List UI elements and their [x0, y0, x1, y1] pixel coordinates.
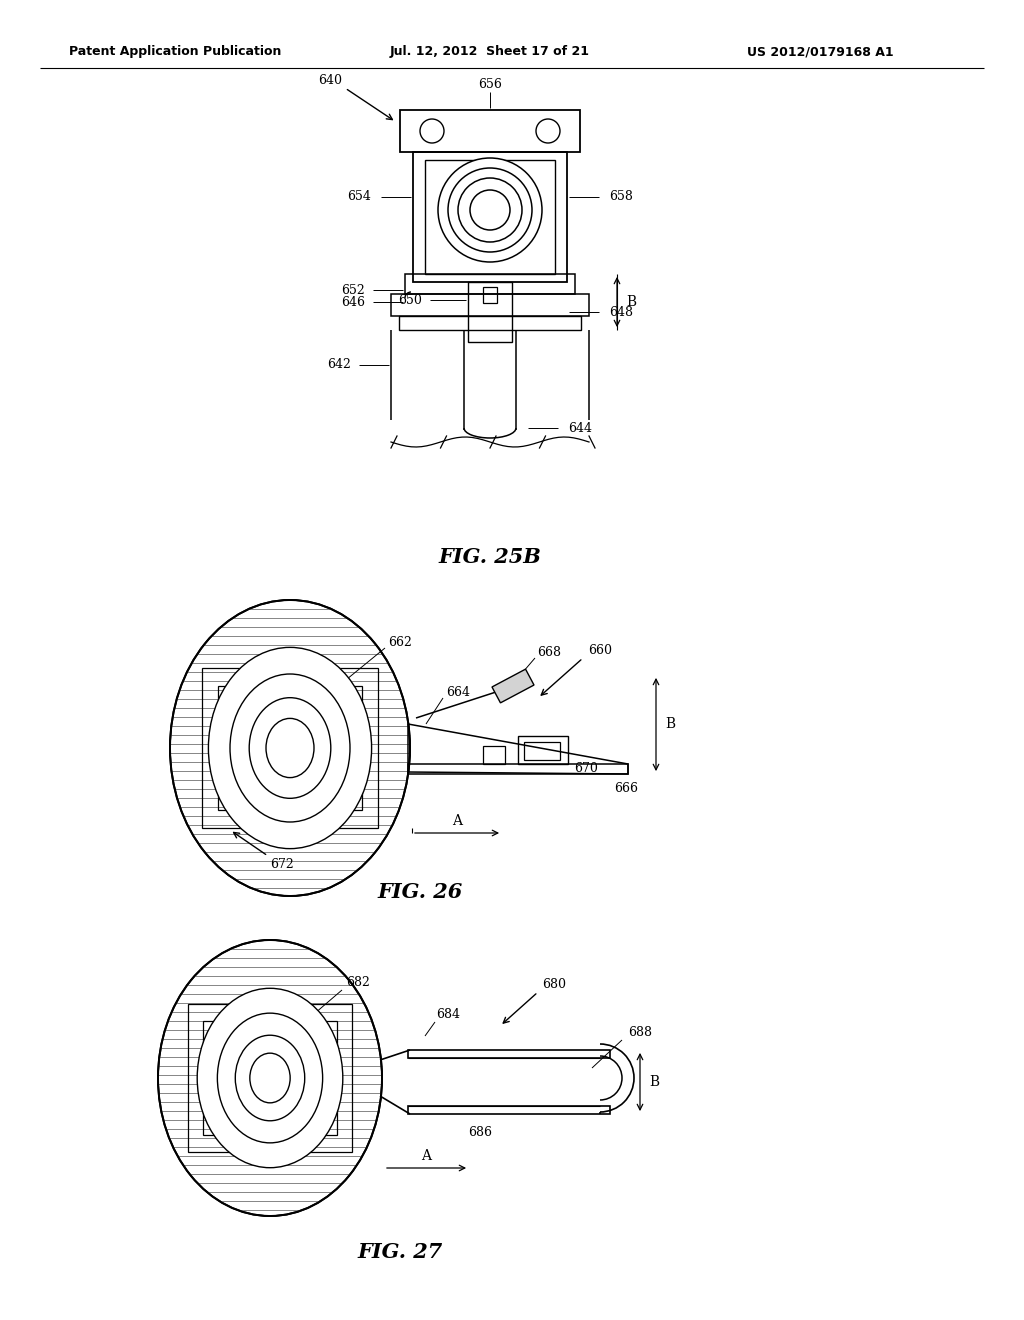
Text: 658: 658: [609, 190, 633, 203]
Bar: [232, 700, 348, 796]
Text: 650: 650: [398, 293, 422, 306]
Ellipse shape: [249, 698, 331, 799]
Bar: [218, 686, 362, 810]
Text: FIG. 27: FIG. 27: [357, 1242, 442, 1262]
Text: B: B: [626, 294, 636, 309]
Text: A: A: [452, 814, 462, 828]
Text: 656: 656: [478, 78, 502, 91]
Text: B: B: [649, 1074, 659, 1089]
Text: 688: 688: [628, 1027, 652, 1040]
Text: 640: 640: [318, 74, 342, 87]
Text: Patent Application Publication: Patent Application Publication: [69, 45, 282, 58]
Ellipse shape: [217, 1014, 323, 1143]
Circle shape: [449, 168, 532, 252]
Circle shape: [458, 178, 522, 242]
Text: 660: 660: [588, 644, 612, 656]
Bar: [391, 294, 589, 315]
Text: FIG. 26: FIG. 26: [378, 882, 463, 902]
Bar: [483, 286, 497, 304]
Ellipse shape: [158, 940, 382, 1216]
Text: 648: 648: [609, 305, 633, 318]
Text: 644: 644: [568, 421, 592, 434]
Bar: [518, 737, 568, 764]
Text: 652: 652: [341, 284, 365, 297]
Text: A: A: [422, 1148, 431, 1163]
Text: 680: 680: [542, 978, 566, 990]
Bar: [202, 668, 378, 828]
Bar: [188, 1005, 352, 1152]
Bar: [468, 282, 512, 342]
Bar: [483, 746, 505, 764]
Circle shape: [420, 119, 444, 143]
Bar: [524, 742, 560, 760]
Bar: [406, 275, 575, 294]
Text: 646: 646: [341, 296, 365, 309]
Ellipse shape: [198, 989, 343, 1168]
Circle shape: [438, 158, 542, 261]
Text: US 2012/0179168 A1: US 2012/0179168 A1: [746, 45, 893, 58]
Text: 666: 666: [614, 781, 638, 795]
Bar: [425, 160, 555, 275]
Bar: [399, 315, 581, 330]
Text: 682: 682: [346, 977, 370, 990]
Circle shape: [536, 119, 560, 143]
Text: 642: 642: [327, 359, 351, 371]
Text: B: B: [665, 718, 675, 731]
Ellipse shape: [250, 1053, 290, 1102]
Text: 668: 668: [537, 645, 561, 659]
Circle shape: [470, 190, 510, 230]
Ellipse shape: [236, 1035, 305, 1121]
Ellipse shape: [170, 601, 410, 896]
Text: 664: 664: [446, 685, 470, 698]
Bar: [217, 1035, 323, 1121]
Bar: [408, 764, 628, 774]
Bar: [408, 1049, 610, 1059]
Bar: [203, 1020, 337, 1135]
Ellipse shape: [209, 647, 372, 849]
Bar: [408, 1106, 610, 1114]
Text: FIG. 25B: FIG. 25B: [438, 546, 542, 568]
Text: 662: 662: [388, 635, 412, 648]
Polygon shape: [492, 669, 534, 702]
Text: 684: 684: [436, 1008, 460, 1022]
Bar: [400, 110, 580, 152]
Ellipse shape: [230, 675, 350, 822]
Bar: [413, 152, 567, 282]
Text: 672: 672: [270, 858, 294, 870]
Ellipse shape: [266, 718, 314, 777]
Text: 654: 654: [347, 190, 371, 203]
Text: 686: 686: [468, 1126, 492, 1138]
Text: 670: 670: [574, 763, 598, 776]
Text: Jul. 12, 2012  Sheet 17 of 21: Jul. 12, 2012 Sheet 17 of 21: [390, 45, 590, 58]
